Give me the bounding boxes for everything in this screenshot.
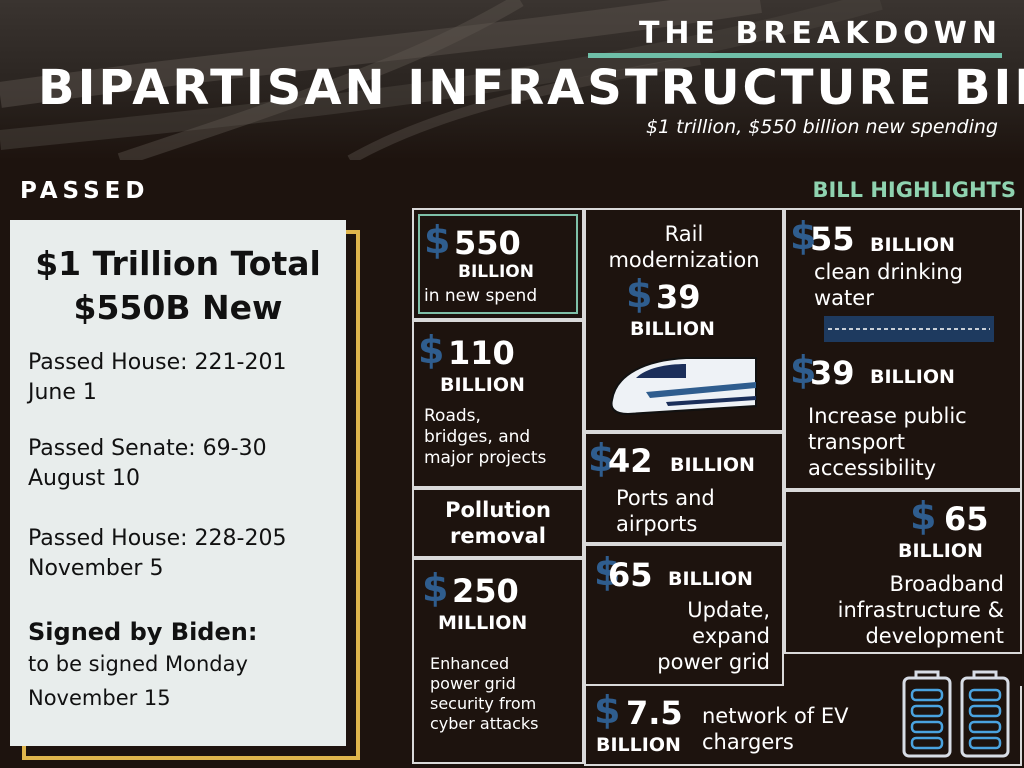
dollar-icon: $ [594, 688, 621, 732]
water-desc1: clean drinking [814, 260, 963, 284]
dollar-icon: $ [910, 494, 937, 538]
roads-unit: BILLION [440, 374, 525, 396]
cyber-desc4: cyber attacks [430, 714, 539, 733]
highlight-ports: $ 42 BILLION Ports and airports [584, 432, 784, 544]
broadband-desc2: infrastructure & [837, 598, 1004, 622]
house2-date: November 5 [28, 556, 164, 581]
roads-desc2: bridges, and [424, 427, 531, 447]
house1-label: Passed House: 221-201 [28, 350, 287, 375]
highlights-heading: BILL HIGHLIGHTS [812, 178, 1016, 202]
highlight-broadband: $ 65 BILLION Broadband infrastructure & … [784, 490, 1022, 654]
roads-amount: 110 [448, 334, 515, 372]
signed-label: Signed by Biden: [28, 618, 258, 646]
total-line1: $1 Trillion Total [35, 244, 321, 283]
highlight-new-spend: $ 550 BILLION in new spend [412, 208, 584, 320]
page-subtitle: $1 trillion, $550 billion new spending [645, 116, 998, 138]
rail-title1: Rail [664, 222, 704, 246]
new-spend-desc: in new spend [424, 286, 538, 306]
cyber-desc2: power grid [430, 674, 516, 693]
grid-desc1: Update, [687, 598, 770, 622]
grid-desc3: power grid [657, 650, 770, 674]
road-icon [824, 316, 994, 342]
cyber-desc1: Enhanced [430, 654, 510, 673]
rail-title2: modernization [608, 248, 760, 272]
house2-label: Passed House: 228-205 [28, 526, 287, 551]
water-desc2: water [814, 286, 874, 310]
water-unit: BILLION [870, 234, 955, 256]
pollution-line1: Pollution [445, 498, 551, 522]
passed-heading: PASSED [20, 178, 150, 204]
signed-line2: November 15 [28, 686, 171, 710]
dollar-icon: $ [422, 566, 449, 610]
senate-date: August 10 [28, 466, 140, 491]
ports-amount: 42 [608, 442, 653, 480]
new-spend-unit: BILLION [458, 262, 534, 282]
senate-label: Passed Senate: 69-30 [28, 436, 267, 461]
ev-desc2: chargers [702, 730, 794, 754]
cyber-unit: MILLION [438, 612, 528, 634]
ports-desc2: airports [616, 512, 698, 536]
highlight-roads: $ 110 BILLION Roads, bridges, and major … [412, 320, 584, 488]
roads-desc1: Roads, [424, 406, 481, 426]
highlight-grid: $ 65 BILLION Update, expand power grid [584, 544, 784, 686]
kicker-underline [588, 53, 1002, 58]
ev-desc1: network of EV [702, 704, 849, 728]
highlight-water-transit: $ 55 BILLION clean drinking water $ 39 B… [784, 208, 1022, 490]
transit-desc1: Increase public [808, 404, 967, 428]
rail-unit: BILLION [630, 318, 715, 340]
page-title: BIPARTISAN INFRASTRUCTURE BILL [38, 60, 1024, 116]
header-banner: THE BREAKDOWN BIPARTISAN INFRASTRUCTURE … [0, 0, 1024, 160]
grid-unit: BILLION [668, 568, 753, 590]
ev-amount: 7.5 [626, 694, 683, 732]
transit-desc2: transport [808, 430, 906, 454]
grid-desc2: expand [692, 624, 770, 648]
new-spend-amount: 550 [454, 224, 521, 262]
broadband-unit: BILLION [898, 540, 983, 562]
dollar-icon: $ [626, 272, 653, 316]
highlight-pollution: Pollution removal [412, 488, 584, 558]
dollar-icon: $ [424, 218, 451, 262]
cyber-amount: 250 [452, 572, 519, 610]
dollar-icon: $ [588, 436, 615, 480]
ports-unit: BILLION [670, 454, 755, 476]
cyber-desc3: security from [430, 694, 537, 713]
transit-amount: 39 [810, 354, 855, 392]
dollar-icon: $ [790, 214, 817, 258]
train-icon [610, 357, 757, 416]
highlight-rail: Rail modernization $ 39 BILLION [584, 208, 784, 432]
signed-line1: to be signed Monday [28, 652, 248, 676]
ev-unit: BILLION [596, 734, 681, 756]
water-amount: 55 [810, 220, 855, 258]
broadband-amount: 65 [944, 500, 989, 538]
header-kicker: THE BREAKDOWN [638, 16, 1002, 51]
summary-card: $1 Trillion Total $550B New Passed House… [10, 220, 346, 746]
dollar-icon: $ [790, 348, 817, 392]
grid-amount: 65 [608, 556, 653, 594]
total-line2: $550B New [73, 288, 283, 327]
transit-unit: BILLION [870, 366, 955, 388]
roads-desc3: major projects [424, 448, 547, 468]
ports-desc1: Ports and [616, 486, 715, 510]
broadband-desc1: Broadband [889, 572, 1004, 596]
dollar-icon: $ [594, 550, 621, 594]
battery-icon [902, 670, 1010, 758]
pollution-line2: removal [450, 524, 546, 548]
rail-amount: 39 [656, 278, 701, 316]
transit-desc3: accessibility [808, 456, 937, 480]
new-spend-inner-frame [418, 214, 578, 314]
broadband-desc3: development [865, 624, 1004, 648]
highway-background-image [0, 0, 883, 160]
dollar-icon: $ [418, 328, 445, 372]
house1-date: June 1 [28, 380, 97, 405]
highlight-cyber: $ 250 MILLION Enhanced power grid securi… [412, 558, 584, 764]
